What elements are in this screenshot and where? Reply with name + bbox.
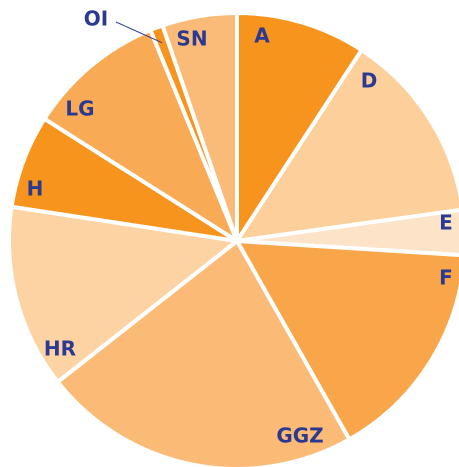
slice-label: D bbox=[361, 69, 378, 93]
slice-label: SN bbox=[176, 27, 207, 51]
pie-slice bbox=[55, 239, 352, 467]
pie-slice bbox=[235, 11, 364, 243]
slice-label: HR bbox=[44, 337, 76, 361]
pie-slice bbox=[235, 48, 459, 243]
slice-label: GGZ bbox=[276, 424, 323, 448]
pie-slice bbox=[42, 28, 239, 243]
slice-label: LG bbox=[65, 97, 94, 121]
pie-slice bbox=[235, 239, 459, 442]
slice-label: F bbox=[439, 266, 453, 290]
slice-label: OI bbox=[84, 7, 108, 31]
slice-label: H bbox=[27, 177, 44, 201]
slice-label: A bbox=[254, 24, 270, 48]
pie-slice bbox=[7, 204, 239, 384]
slice-label: E bbox=[439, 211, 453, 235]
pie-slice bbox=[160, 11, 239, 243]
leader-line bbox=[115, 21, 163, 44]
